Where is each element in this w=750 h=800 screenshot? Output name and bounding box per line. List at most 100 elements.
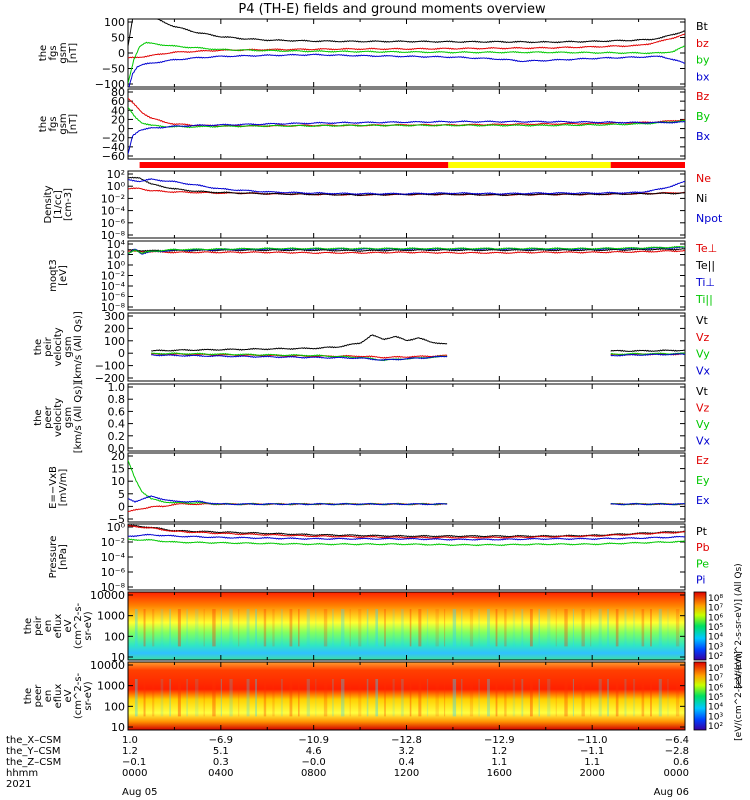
ion-eflux-streak bbox=[169, 609, 171, 647]
panel-5-ylabel-line: velocity bbox=[53, 327, 64, 366]
panel-1-ytick-label: 80 bbox=[111, 86, 125, 99]
xaxis-tick-value: 0.4 bbox=[399, 757, 415, 768]
ion-eflux-streak bbox=[212, 609, 216, 647]
xaxis-row-label: the_Y–CSM bbox=[6, 746, 60, 757]
panel-4-frame bbox=[127, 240, 686, 311]
panel-9-ytick-label: 10000 bbox=[90, 589, 125, 602]
panel-3-series-2 bbox=[128, 178, 685, 196]
xaxis-row-label: the_X–CSM bbox=[6, 735, 61, 746]
ion-eflux-colorbar-label: [eV/(cm^2-s-sr-eV)] (All Qs) bbox=[734, 563, 744, 688]
panel-1-ytick-label: −20 bbox=[102, 132, 125, 145]
panel-5-ylabel-line: [km/s (All Qs)] bbox=[73, 311, 84, 383]
panel-0-legend-3: bx bbox=[696, 70, 710, 83]
xaxis-tick-value: 0400 bbox=[208, 768, 233, 779]
electron-eflux-streak bbox=[435, 679, 439, 717]
panel-8-series-3 bbox=[128, 533, 685, 541]
panel-7-ytick-label: 15 bbox=[111, 463, 125, 476]
electron-eflux-streak bbox=[238, 679, 240, 717]
ion-eflux-streak bbox=[615, 609, 619, 647]
electron-eflux-colorbar-tick: 10⁸ bbox=[708, 664, 723, 674]
electron-eflux-streak bbox=[323, 679, 328, 717]
panel-4-ytick-label: 10⁻⁸ bbox=[101, 301, 126, 314]
panel-8-series-0 bbox=[128, 524, 685, 538]
panel-4-ylabel: moqt3 [eV] bbox=[48, 259, 69, 292]
panel-4-legend-1: Te|| bbox=[695, 259, 715, 272]
xaxis-tick-value: 1200 bbox=[394, 768, 419, 779]
xaxis-tick-value: 1.1 bbox=[584, 757, 600, 768]
panel-1-legend-1: By bbox=[696, 110, 711, 123]
panel-0-series-0 bbox=[128, 19, 685, 47]
panel-7-frame bbox=[127, 452, 686, 523]
panel-4-series-3 bbox=[128, 245, 685, 254]
ion-eflux-streak bbox=[289, 609, 293, 647]
panel-9-ytick-label: 100 bbox=[104, 630, 125, 643]
electron-eflux-streak bbox=[143, 679, 146, 717]
panel-10-ylabel-line: (cm^2-s- bbox=[73, 672, 84, 719]
panel-5-ytick-label: 0 bbox=[118, 347, 125, 360]
panel-3-ytick-label: 10⁻⁶ bbox=[101, 217, 126, 230]
ion-eflux-streak bbox=[401, 609, 404, 647]
electron-eflux-streak bbox=[495, 679, 498, 717]
electron-eflux-streak bbox=[134, 679, 138, 717]
electron-eflux-spectrogram bbox=[128, 662, 685, 730]
panel-8-ytick-label: 10⁰ bbox=[107, 521, 126, 534]
panel-1-ylabel: the fgs gsm [nT] bbox=[38, 113, 79, 134]
electron-eflux-streak bbox=[169, 679, 171, 717]
panel-9-ylabel-line: peir bbox=[33, 615, 44, 635]
panel-9-ytick-label: 10 bbox=[111, 651, 125, 664]
panel-0-legend-2: by bbox=[696, 54, 710, 67]
panel-3-frame bbox=[127, 170, 686, 239]
panel-8-legend-0: Pt bbox=[696, 525, 708, 538]
panel-0-ylabel-line: fgs bbox=[48, 45, 59, 60]
electron-eflux-streak bbox=[306, 679, 310, 717]
xaxis-tick-value: −10.9 bbox=[298, 735, 329, 746]
panel-4-ytick-label: 10⁻⁶ bbox=[101, 291, 126, 304]
panel-0-legend-1: bz bbox=[696, 37, 709, 50]
panel-3-ytick-label: 10⁻² bbox=[101, 192, 125, 205]
electron-eflux-streak bbox=[547, 679, 551, 717]
ion-eflux-streak bbox=[667, 609, 669, 647]
ion-eflux-streak bbox=[564, 609, 568, 647]
panel-3-ytick-label: 10⁻⁸ bbox=[101, 229, 126, 242]
electron-eflux-streak bbox=[624, 679, 627, 717]
panel-10-ylabel-line: en bbox=[43, 690, 54, 703]
ion-eflux-colorbar-label-text: [eV/(cm^2-s-sr-eV)] (All Qs) bbox=[734, 563, 744, 688]
xaxis-tick-value: 2000 bbox=[579, 768, 604, 779]
electron-eflux-colorbar-tick: 10⁷ bbox=[708, 674, 723, 684]
electron-eflux-streak bbox=[298, 679, 300, 717]
electron-eflux-streak bbox=[418, 679, 422, 717]
electron-eflux-streak bbox=[667, 679, 669, 717]
panel-4-ytick-label: 10⁻⁴ bbox=[101, 280, 126, 293]
panel-10-ylabel: the peer en eflux eV (cm^2-s-sr-eV) bbox=[23, 672, 94, 719]
electron-eflux-streak bbox=[212, 679, 216, 717]
panel-1-ytick-label: 40 bbox=[111, 104, 125, 117]
panel-4-ytick-label: 10⁴ bbox=[107, 238, 126, 251]
ion-eflux-streak bbox=[349, 609, 351, 647]
panel-5-ylabel-line: gsm bbox=[63, 336, 74, 357]
ion-eflux-colorbar bbox=[693, 591, 707, 661]
ion-eflux-streak bbox=[383, 609, 386, 647]
panel-7-ylabel-line: E=−VxB bbox=[48, 466, 59, 509]
panel-6-ylabel-line: peer bbox=[43, 405, 54, 429]
ion-eflux-streak bbox=[238, 609, 240, 647]
panel-3-ytick-label: 10⁻⁴ bbox=[101, 205, 126, 218]
panel-1-ytick-label: −40 bbox=[102, 141, 125, 154]
electron-eflux-streak bbox=[246, 679, 250, 717]
panel-8-ylabel: Pressure [nPa] bbox=[48, 536, 69, 579]
panel-0-ytick-label: 50 bbox=[111, 32, 125, 45]
xaxis-tick-value: 4.6 bbox=[306, 746, 322, 757]
ion-eflux-colorbar-tick: 10⁴ bbox=[708, 633, 723, 643]
panel-10-ytick-label: 10 bbox=[111, 721, 125, 734]
ion-eflux-streak bbox=[641, 609, 645, 647]
xaxis-tick-value: −0.0 bbox=[302, 757, 326, 768]
panel-6-ylabel-line: [km/s (All Qs)] bbox=[73, 382, 84, 454]
panel-6-ytick-label: 0.8 bbox=[108, 393, 126, 406]
panel-1-ytick-label: −60 bbox=[102, 150, 125, 163]
electron-eflux-streak bbox=[341, 679, 345, 717]
xaxis-tick-value: 0000 bbox=[122, 768, 147, 779]
panel-1-ytick-label: 0 bbox=[118, 123, 125, 136]
ion-eflux-colorbar-tick: 10⁸ bbox=[708, 594, 723, 604]
panel-9-ytick-label: 1000 bbox=[97, 610, 125, 623]
panel-9-ylabel-line: eflux bbox=[53, 614, 64, 639]
